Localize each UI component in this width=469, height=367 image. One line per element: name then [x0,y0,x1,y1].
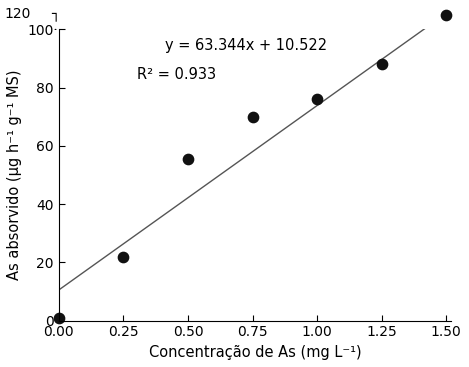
X-axis label: Concentração de As (mg L⁻¹): Concentração de As (mg L⁻¹) [149,345,362,360]
Y-axis label: As absorvido (µg h⁻¹ g⁻¹ MS): As absorvido (µg h⁻¹ g⁻¹ MS) [7,70,22,280]
Text: ┐: ┐ [51,7,59,21]
Text: y = 63.344x + 10.522: y = 63.344x + 10.522 [165,38,327,53]
Point [184,156,192,162]
Point [55,315,62,321]
Text: 120: 120 [5,7,31,21]
Point [120,254,127,259]
Point [249,114,256,120]
Point [443,12,450,18]
Point [378,61,386,67]
Point [313,97,321,102]
Text: R² = 0.933: R² = 0.933 [137,67,216,82]
